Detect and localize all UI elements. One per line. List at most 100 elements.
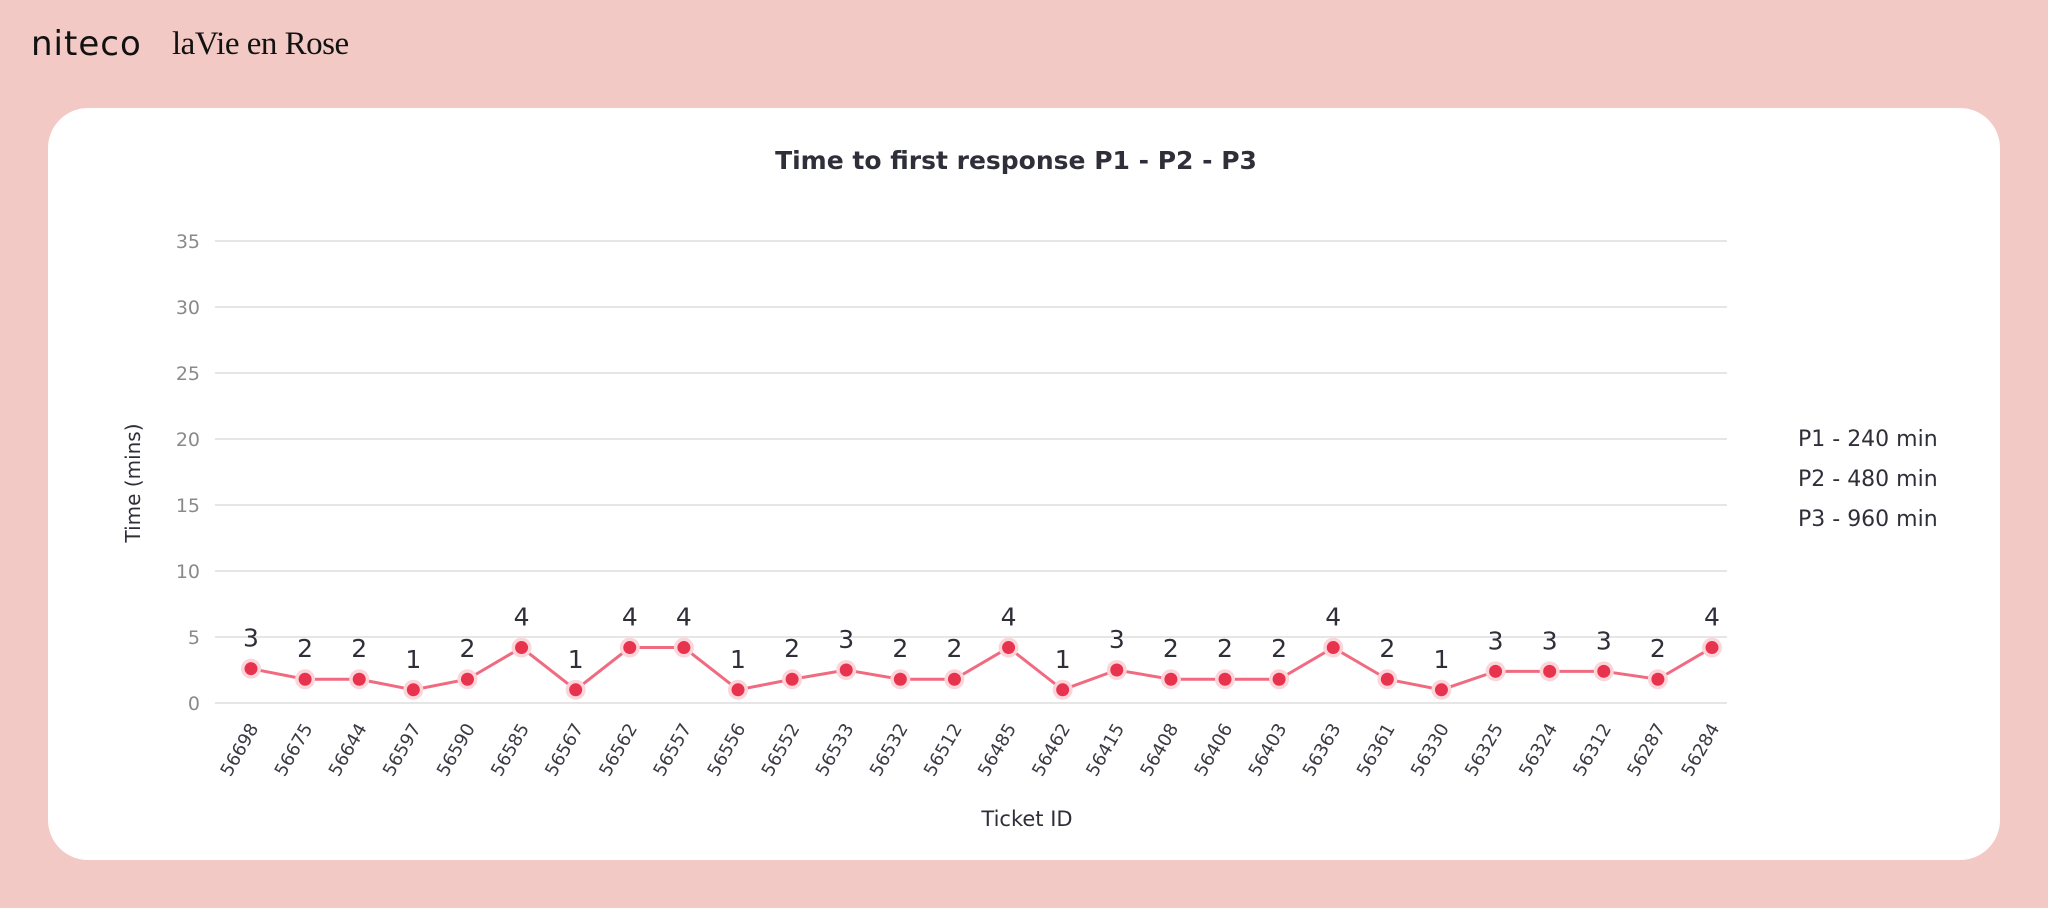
data-label: 4 [676, 603, 692, 632]
data-point [515, 641, 529, 655]
data-label: 3 [1109, 625, 1125, 654]
x-tick-label: 56415 [1082, 720, 1129, 780]
data-label: 1 [1433, 645, 1449, 674]
data-label: 4 [1704, 603, 1720, 632]
x-tick-label: 56675 [271, 720, 318, 780]
data-label: 2 [459, 634, 475, 663]
data-point [1218, 672, 1232, 686]
x-tick-label: 56284 [1678, 720, 1725, 780]
priority-legend: P1 - 240 min P2 - 480 min P3 - 960 min [1798, 420, 1938, 540]
x-tick-label: 56698 [217, 720, 264, 780]
x-tick-label: 56408 [1136, 720, 1183, 780]
data-point [893, 672, 907, 686]
y-tick-label: 30 [176, 297, 200, 319]
x-tick-label: 56644 [325, 720, 372, 780]
data-point [1597, 664, 1611, 678]
x-tick-label: 56403 [1245, 720, 1292, 780]
data-label: 3 [1488, 626, 1504, 655]
x-tick-label: 56557 [649, 720, 696, 780]
data-label: 2 [784, 634, 800, 663]
x-tick-label: 56312 [1569, 720, 1616, 780]
data-point [1380, 672, 1394, 686]
data-point [947, 672, 961, 686]
x-tick-label: 56406 [1191, 720, 1238, 780]
data-point [839, 663, 853, 677]
data-point [623, 641, 637, 655]
data-label: 1 [405, 645, 421, 674]
data-point [352, 672, 366, 686]
x-tick-label: 56512 [920, 720, 967, 780]
legend-p2: P2 - 480 min [1798, 467, 1938, 492]
data-point [1326, 641, 1340, 655]
x-tick-label: 56567 [541, 720, 588, 780]
data-label: 2 [946, 634, 962, 663]
niteco-logo: niteco [31, 24, 142, 64]
y-tick-label: 25 [176, 363, 200, 385]
y-tick-label: 15 [176, 495, 200, 517]
data-point [731, 683, 745, 697]
la-vie-en-rose-logo: laVie en Rose [172, 26, 349, 62]
x-tick-label: 56562 [595, 720, 642, 780]
data-label: 4 [1001, 603, 1017, 632]
y-axis-label: Time (mins) [121, 423, 145, 543]
data-label: 2 [1650, 634, 1666, 663]
y-tick-label: 35 [176, 231, 200, 253]
x-tick-label: 56462 [1028, 720, 1075, 780]
data-label: 4 [514, 603, 530, 632]
data-label: 2 [1379, 634, 1395, 663]
x-tick-label: 56556 [704, 720, 751, 780]
data-label: 2 [1163, 634, 1179, 663]
data-point [1002, 641, 1016, 655]
data-point [1434, 683, 1448, 697]
data-label: 1 [568, 645, 584, 674]
x-tick-label: 56590 [433, 720, 480, 780]
data-point [1272, 672, 1286, 686]
x-tick-label: 56585 [487, 720, 534, 780]
data-point [298, 672, 312, 686]
x-tick-label: 56363 [1299, 720, 1346, 780]
data-point [244, 662, 258, 676]
data-point [1164, 672, 1178, 686]
data-point [1489, 664, 1503, 678]
x-tick-label: 56361 [1353, 720, 1400, 780]
data-label: 4 [622, 603, 638, 632]
data-point [1651, 672, 1665, 686]
x-tick-label: 56324 [1515, 720, 1562, 780]
data-label: 3 [1542, 626, 1558, 655]
data-point [1110, 663, 1124, 677]
data-point [569, 683, 583, 697]
data-label: 3 [1596, 626, 1612, 655]
chart-card [48, 108, 2000, 860]
y-tick-label: 0 [188, 693, 200, 715]
x-tick-label: 56287 [1623, 720, 1670, 780]
data-point [460, 672, 474, 686]
data-label: 1 [730, 645, 746, 674]
data-label: 2 [351, 634, 367, 663]
x-tick-label: 56325 [1461, 720, 1508, 780]
data-label: 2 [1217, 634, 1233, 663]
data-point [677, 641, 691, 655]
data-label: 4 [1325, 603, 1341, 632]
data-point [1705, 641, 1719, 655]
y-tick-label: 10 [176, 561, 200, 583]
data-label: 2 [1271, 634, 1287, 663]
data-point [406, 683, 420, 697]
data-label: 3 [838, 625, 854, 654]
x-tick-label: 56330 [1407, 720, 1454, 780]
legend-p1: P1 - 240 min [1798, 427, 1938, 452]
data-point [1543, 664, 1557, 678]
legend-p3: P3 - 960 min [1798, 507, 1938, 532]
data-label: 2 [892, 634, 908, 663]
x-tick-label: 56532 [866, 720, 913, 780]
x-tick-label: 56533 [812, 720, 859, 780]
x-tick-label: 56597 [379, 720, 426, 780]
data-label: 1 [1055, 645, 1071, 674]
data-point [785, 672, 799, 686]
x-tick-label: 56552 [758, 720, 805, 780]
chart-title: Time to first response P1 - P2 - P3 [775, 146, 1257, 175]
data-point [1056, 683, 1070, 697]
x-tick-label: 56485 [974, 720, 1021, 780]
x-axis-label: Ticket ID [980, 807, 1072, 831]
y-tick-label: 5 [188, 627, 200, 649]
